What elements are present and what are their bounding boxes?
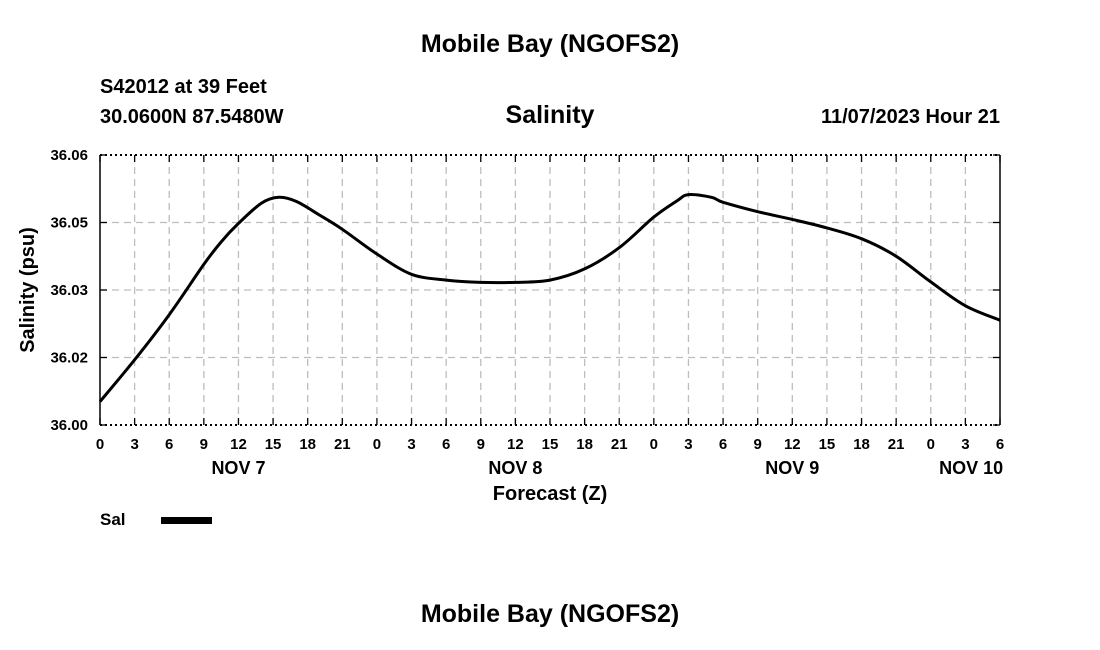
x-tick-label: 0 [927,436,935,453]
x-tick-label: 21 [334,436,351,453]
axes: 0 3 6 9 12 15 18 21 0 3 6 9 12 15 18 21 0 3 6 9 12 15 18 21 0 3 6 3… [50,147,1004,478]
x-tick-label: 0 [650,436,658,453]
x-tick-label: 12 [784,436,801,453]
x-tick-label: 18 [576,436,593,453]
y-tick-label: 36.00 [50,417,88,434]
x-tick-label: 6 [996,436,1004,453]
x-tick-label: 6 [165,436,173,453]
y-tick-label: 36.03 [50,282,88,299]
date-label: NOV 8 [488,458,542,478]
x-tick-label: 18 [299,436,316,453]
legend-label: Sal [100,510,126,529]
x-tick-label: 18 [853,436,870,453]
y-tick-label: 36.06 [50,147,88,164]
date-label: NOV 9 [765,458,819,478]
x-tick-label: 9 [754,436,762,453]
x-tick-label: 15 [819,436,836,453]
x-tick-label: 6 [442,436,450,453]
x-tick-label: 21 [888,436,905,453]
x-tick-label: 12 [507,436,524,453]
station-label: S42012 at 39 Feet [100,76,267,98]
y-tick-label: 36.05 [50,215,88,232]
chart-title: Salinity [505,101,595,129]
x-tick-label: 3 [684,436,692,453]
x-tick-label: 9 [200,436,208,453]
x-tick-label: 9 [477,436,485,453]
x-tick-label: 15 [265,436,282,453]
grid [100,155,1000,425]
coordinates-label: 30.0600N 87.5480W [100,106,284,128]
x-tick-label: 12 [230,436,247,453]
y-tick-label: 36.02 [50,350,88,367]
date-label: NOV 10 [939,458,1003,478]
series-layer [98,192,1001,403]
x-axis-label: Forecast (Z) [493,483,607,505]
x-tick-label: 15 [542,436,559,453]
x-tick-label: 3 [407,436,415,453]
x-tick-label: 21 [611,436,628,453]
date-label: NOV 7 [211,458,265,478]
x-tick-label: 6 [719,436,727,453]
y-axis-label: Salinity (psu) [17,227,39,353]
forecast-datetime: 11/07/2023 Hour 21 [820,106,1000,128]
legend-swatch [161,517,212,524]
x-tick-label: 0 [373,436,381,453]
series-line-sal [98,192,1001,403]
x-tick-label: 3 [130,436,138,453]
x-tick-label: 3 [961,436,969,453]
main-title: Mobile Bay (NGOFS2) [420,30,680,58]
footer-title: Mobile Bay (NGOFS2) [420,600,680,628]
x-tick-label: 0 [96,436,104,453]
